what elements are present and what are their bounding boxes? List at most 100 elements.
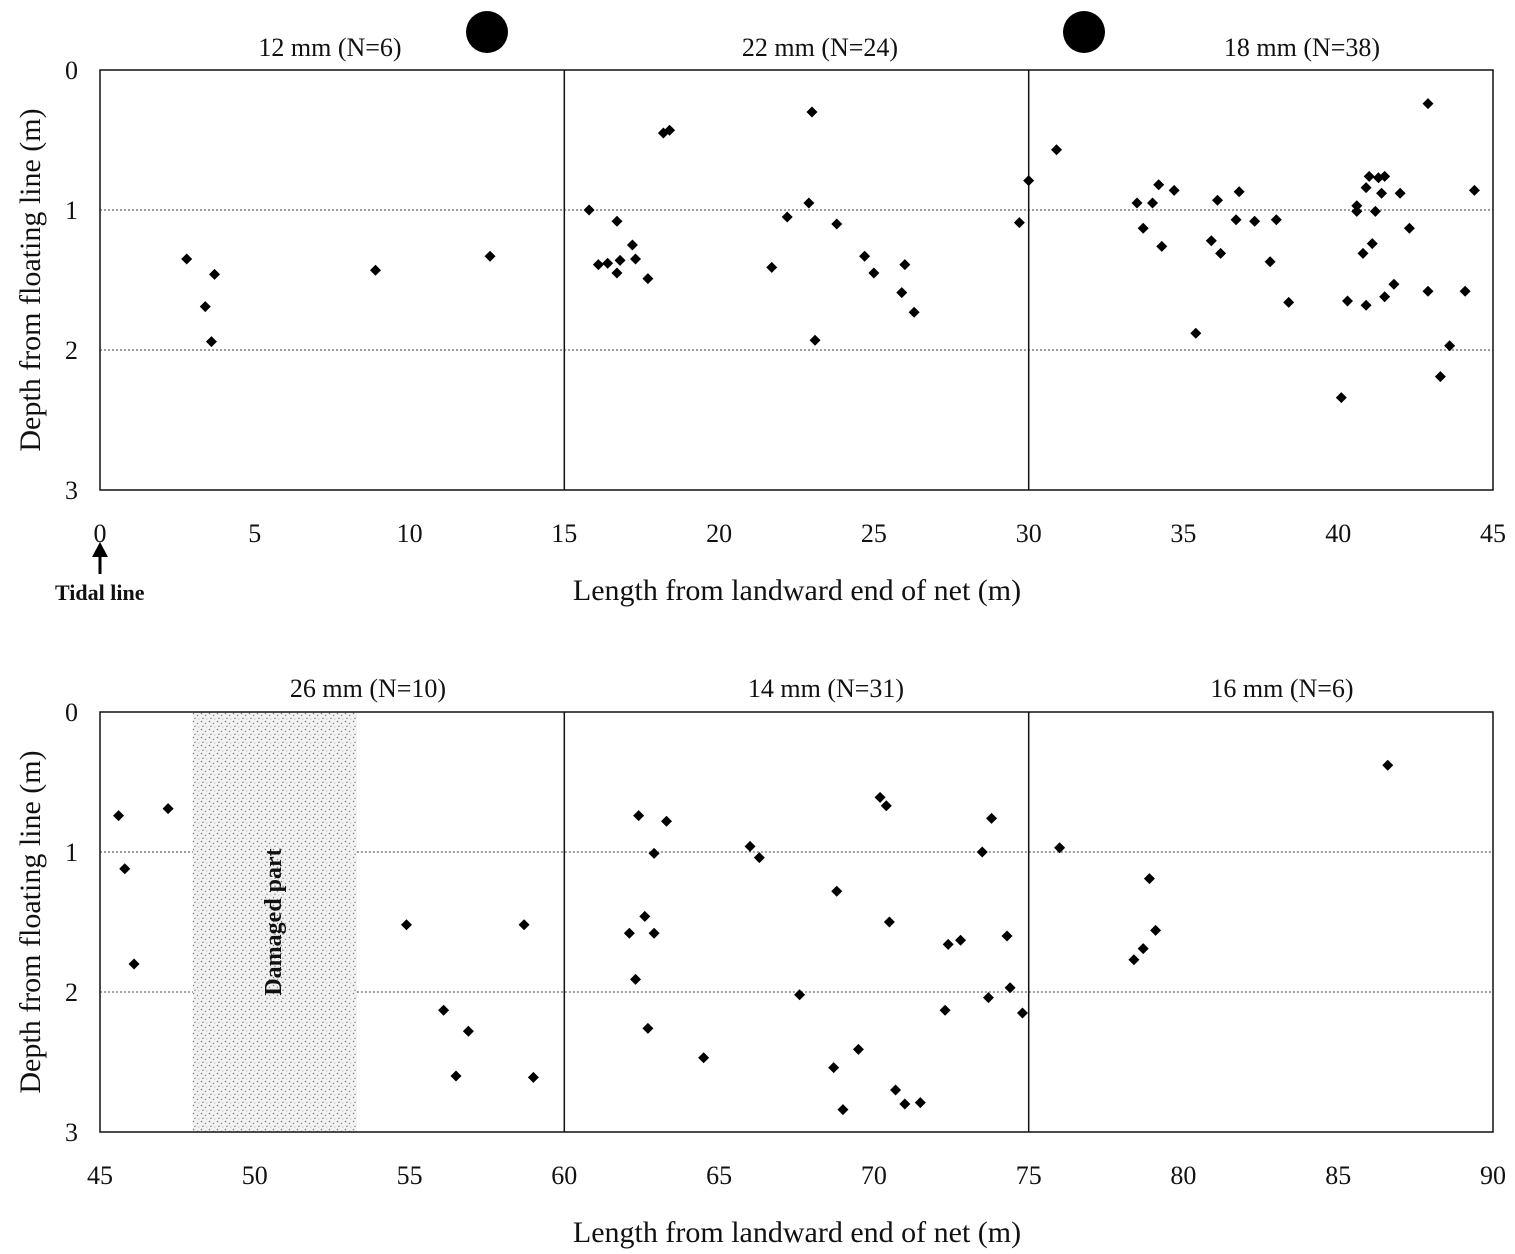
data-point xyxy=(899,259,911,271)
damaged-region xyxy=(192,712,357,1132)
top-chart: 12 mm (N=6) 22 mm (N=24) 18 mm (N=38) 0 … xyxy=(14,11,1506,607)
y-tick-label: 1 xyxy=(65,838,78,867)
data-point xyxy=(592,259,604,271)
x-tick-label: 45 xyxy=(87,1161,113,1190)
data-point xyxy=(1376,187,1388,199)
data-point xyxy=(1054,842,1066,854)
data-point xyxy=(518,919,530,931)
data-point xyxy=(1434,371,1446,383)
bottom-plot-frame xyxy=(99,711,1494,1133)
section-label: 26 mm (N=10) xyxy=(290,674,446,703)
data-point xyxy=(370,264,382,276)
x-tick-label: 0 xyxy=(94,519,107,548)
data-point xyxy=(1205,235,1217,247)
x-axis-title: Length from landward end of net (m) xyxy=(573,574,1021,607)
data-point xyxy=(859,250,871,262)
data-point xyxy=(1366,238,1378,250)
data-point xyxy=(648,847,660,859)
x-tick-label: 60 xyxy=(551,1161,577,1190)
bottom-x-tick-labels: 45 50 55 60 65 70 75 80 85 90 xyxy=(87,1161,1506,1190)
tidal-line-arrow-icon xyxy=(92,542,108,557)
data-point xyxy=(1382,759,1394,771)
data-point xyxy=(462,1025,474,1037)
data-point xyxy=(1153,179,1165,191)
data-point xyxy=(794,989,806,1001)
y-axis-title: Depth from floating line (m) xyxy=(14,108,47,451)
data-point xyxy=(1379,291,1391,303)
damaged-part-label: Damaged part xyxy=(261,848,287,995)
top-plot-frame xyxy=(99,69,1494,491)
data-point xyxy=(1211,194,1223,206)
x-tick-label: 85 xyxy=(1325,1161,1351,1190)
data-point xyxy=(1394,187,1406,199)
y-tick-label: 3 xyxy=(65,1118,78,1147)
data-point xyxy=(744,840,756,852)
data-point xyxy=(527,1071,539,1083)
data-point xyxy=(986,812,998,824)
x-tick-label: 40 xyxy=(1325,519,1351,548)
data-point xyxy=(781,211,793,223)
x-tick-label: 35 xyxy=(1170,519,1196,548)
data-point xyxy=(883,916,895,928)
top-data-points xyxy=(181,98,1480,404)
tidal-line-annotation: Tidal line xyxy=(55,542,145,605)
data-point xyxy=(1137,222,1149,234)
data-point xyxy=(602,257,614,269)
data-point xyxy=(1230,214,1242,226)
data-point xyxy=(1023,175,1035,187)
data-point xyxy=(1351,200,1363,212)
data-point xyxy=(831,218,843,230)
data-point xyxy=(623,927,635,939)
data-point xyxy=(1156,240,1168,252)
data-point xyxy=(1168,184,1180,196)
y-tick-label: 0 xyxy=(65,698,78,727)
data-point xyxy=(162,803,174,815)
section-label: 18 mm (N=38) xyxy=(1224,33,1380,62)
top-y-tick-labels: 0 1 2 3 xyxy=(65,56,78,505)
data-point xyxy=(1249,215,1261,227)
data-point xyxy=(1360,299,1372,311)
data-point xyxy=(1128,954,1140,966)
data-point xyxy=(1360,182,1372,194)
data-point xyxy=(698,1052,710,1064)
data-point xyxy=(982,992,994,1004)
data-point xyxy=(1283,296,1295,308)
data-point xyxy=(880,800,892,812)
y-tick-label: 1 xyxy=(65,196,78,225)
data-point xyxy=(484,250,496,262)
bottom-data-points xyxy=(113,759,1394,1116)
data-point xyxy=(1001,930,1013,942)
net-float-marker-circle xyxy=(1063,11,1105,53)
bottom-y-tick-labels: 0 1 2 3 xyxy=(65,698,78,1147)
section-label: 14 mm (N=31) xyxy=(748,674,904,703)
data-point xyxy=(1150,924,1162,936)
section-label: 12 mm (N=6) xyxy=(258,33,401,62)
x-tick-label: 55 xyxy=(397,1161,423,1190)
net-float-marker-circle xyxy=(466,11,508,53)
data-point xyxy=(955,934,967,946)
top-gridlines xyxy=(100,209,1493,351)
data-point xyxy=(837,1104,849,1116)
data-point xyxy=(1143,873,1155,885)
data-point xyxy=(1379,170,1391,182)
data-point xyxy=(976,846,988,858)
data-point xyxy=(199,301,211,313)
x-tick-label: 30 xyxy=(1016,519,1042,548)
data-point xyxy=(630,973,642,985)
data-point xyxy=(1335,392,1347,404)
tidal-line-label: Tidal line xyxy=(55,580,145,605)
data-point xyxy=(1146,197,1158,209)
data-point xyxy=(896,287,908,299)
data-point xyxy=(639,910,651,922)
bottom-chart: Damaged part 26 mm (N=10) 14 mm (N=31) 1… xyxy=(14,674,1506,1249)
data-point xyxy=(1422,98,1434,110)
data-point xyxy=(209,268,221,280)
data-point xyxy=(753,852,765,864)
data-point xyxy=(939,1004,951,1016)
data-point xyxy=(1233,186,1245,198)
x-tick-label: 80 xyxy=(1170,1161,1196,1190)
section-label: 22 mm (N=24) xyxy=(742,33,898,62)
y-tick-label: 0 xyxy=(65,56,78,85)
data-point xyxy=(205,336,217,348)
